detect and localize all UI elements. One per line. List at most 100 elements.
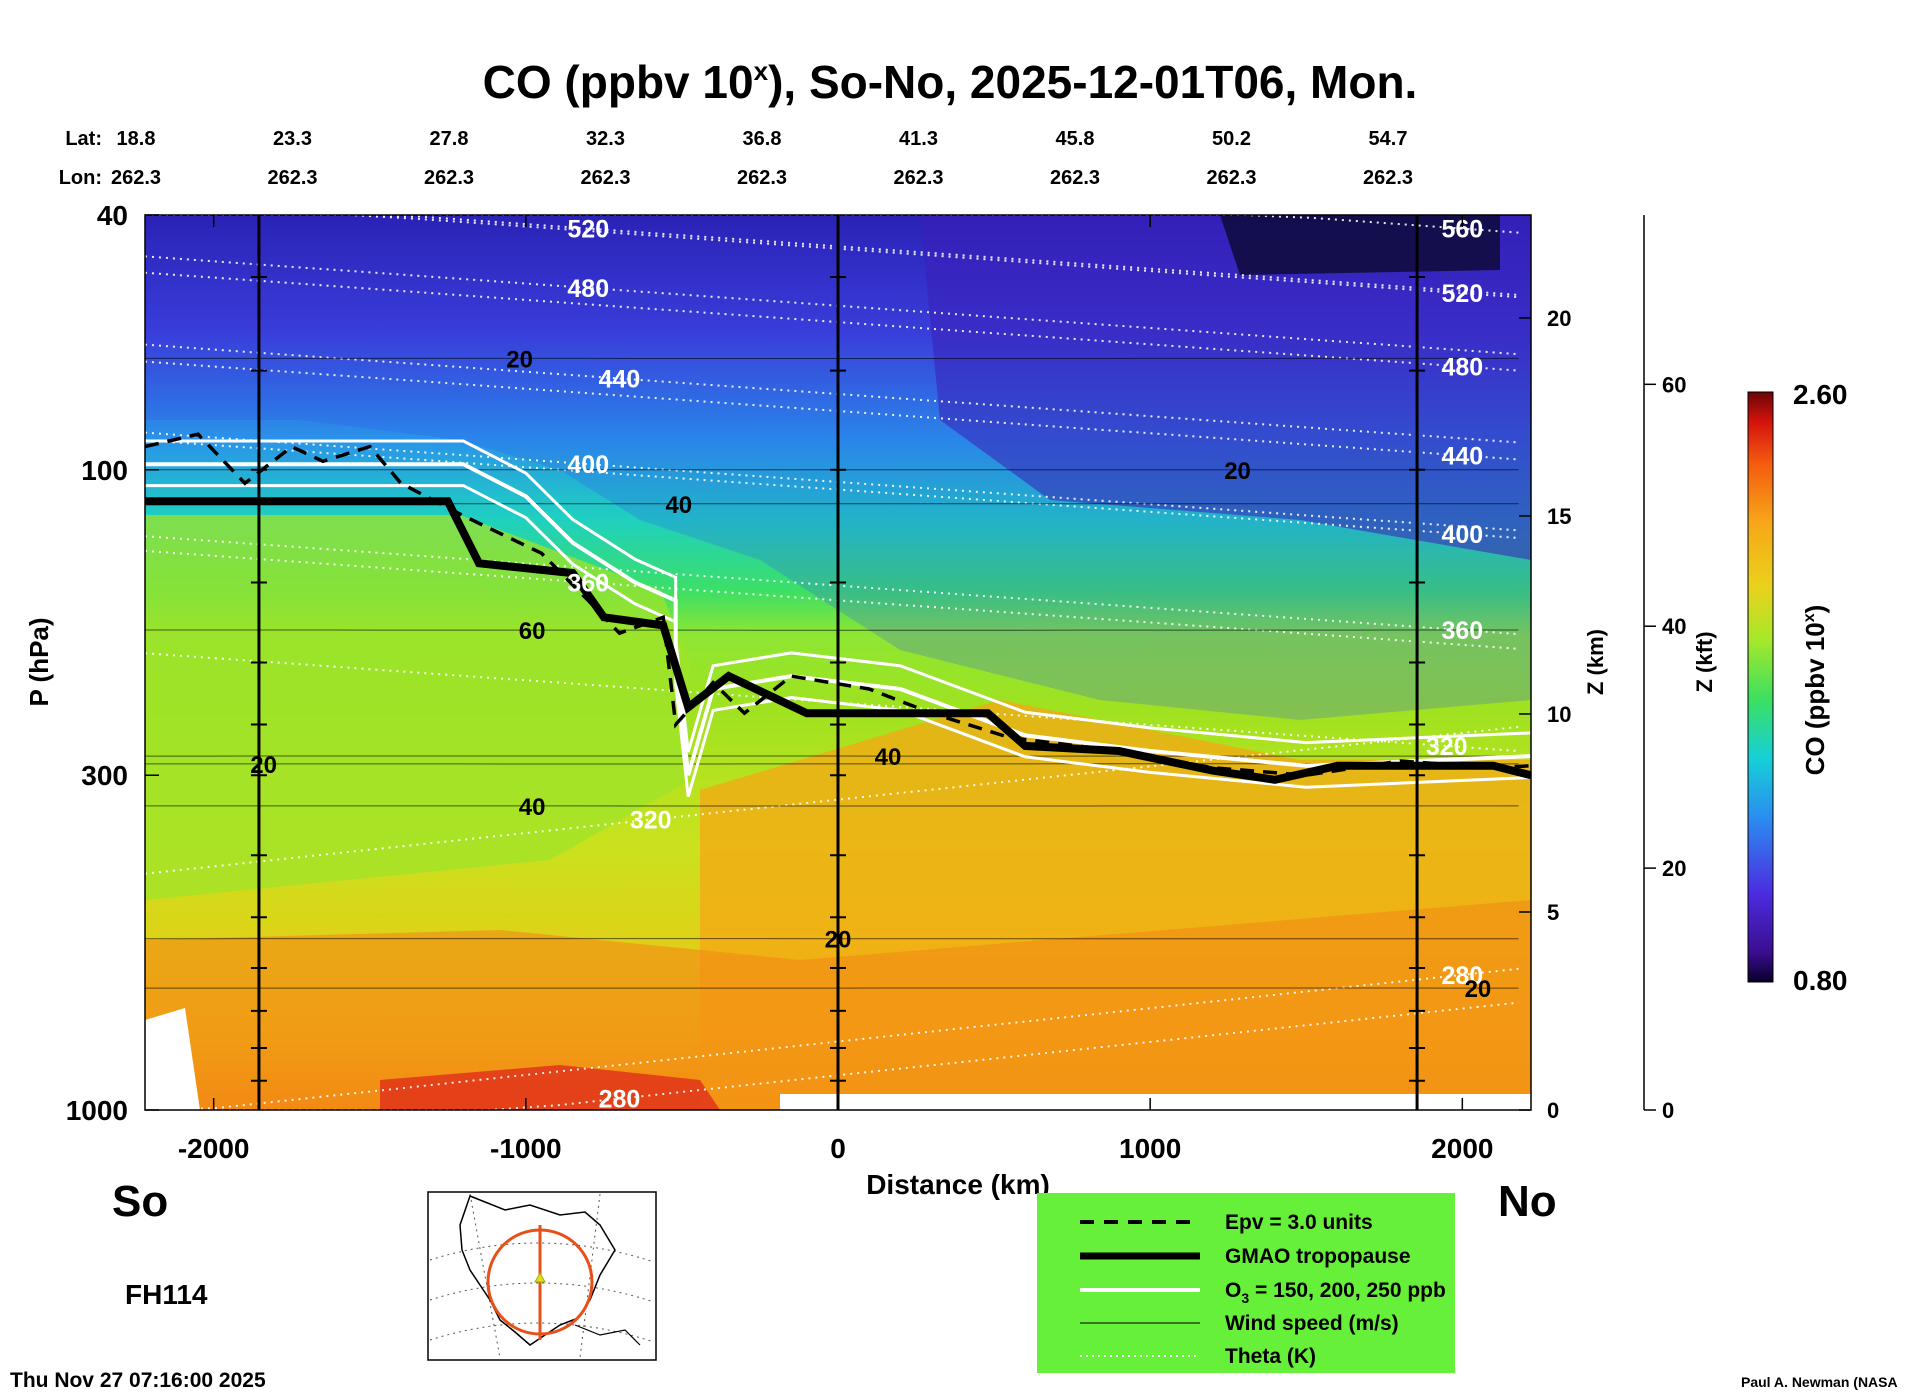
inset-map-caribbean	[574, 1324, 641, 1346]
o3-contour	[145, 484, 1531, 798]
theta-label: 360	[1441, 617, 1483, 645]
lat-value: 50.2	[1212, 128, 1251, 150]
credit: Paul A. Newman (NASA	[1741, 1374, 1898, 1390]
y-tick-label: 300	[81, 760, 128, 791]
red-surface-patch	[380, 1065, 720, 1110]
min-co-patch	[1220, 215, 1500, 275]
terrain-mask	[145, 1008, 200, 1110]
lon-value: 262.3	[267, 167, 317, 189]
x-tick-label: -1000	[490, 1133, 562, 1164]
inset-map-coast	[459, 1195, 616, 1346]
theta-label: 440	[599, 365, 641, 393]
theta-label: 280	[1441, 962, 1483, 990]
x-tick-label: 0	[830, 1133, 846, 1164]
inset-map-center-star	[534, 1271, 546, 1283]
terrain-mask-north	[780, 1094, 1531, 1110]
theta-isentrope	[145, 1001, 1519, 1110]
x-tick-label: 1000	[1119, 1133, 1181, 1164]
o3-contour	[145, 439, 1531, 753]
timestamp: Thu Nov 27 07:16:00 2025	[10, 1369, 266, 1392]
forecast-hour-label: FH114	[125, 1279, 208, 1310]
legend-wind-label: Wind speed (m/s)	[1225, 1312, 1399, 1335]
lon-value: 262.3	[737, 167, 787, 189]
wind-label: 20	[506, 346, 533, 373]
green-tongue	[145, 515, 690, 900]
legend-theta-label: Theta (K)	[1225, 1345, 1316, 1368]
theta-label: 320	[630, 807, 672, 835]
lon-value: 262.3	[893, 167, 943, 189]
theta-label: 480	[1441, 354, 1483, 382]
lat-value: 41.3	[899, 128, 938, 150]
epv-contour	[145, 432, 1531, 777]
wind-label: 60	[519, 618, 546, 645]
theta-label: 480	[567, 275, 609, 303]
z-kft-tick-label: 40	[1662, 614, 1686, 639]
south-label: So	[112, 1177, 168, 1226]
contours	[145, 215, 1531, 1110]
lon-value: 262.3	[1206, 167, 1256, 189]
y-tick-label: 40	[97, 200, 128, 231]
theta-label: 360	[567, 570, 609, 598]
wind-label: 40	[875, 744, 902, 771]
wind-label: 20	[1224, 458, 1251, 485]
colorbar-max-label: 2.60	[1793, 379, 1848, 410]
lat-value: 27.8	[430, 128, 469, 150]
lon-value: 262.3	[1050, 167, 1100, 189]
legend-tropopause-label: GMAO tropopause	[1225, 1245, 1411, 1268]
low-co-region	[900, 215, 1531, 560]
lon-value: 262.3	[1363, 167, 1413, 189]
z-km-tick-label: 20	[1547, 306, 1571, 331]
contour-labels: 5204804404003603202805605204804404003603…	[250, 216, 1491, 1114]
colorbar-title: CO (ppbv 10x)	[1800, 605, 1830, 776]
theta-label: 520	[567, 216, 609, 244]
z-km-tick-label: 15	[1547, 504, 1571, 529]
lon-value: 262.3	[111, 167, 161, 189]
z-km-tick-label: 10	[1547, 702, 1571, 727]
z-kft-tick-label: 20	[1662, 856, 1686, 881]
axes: -2000 -1000 0 1000 2000100030010040051015200…	[66, 200, 1687, 1164]
colorbar	[1747, 391, 1774, 983]
theta-label: 400	[1441, 521, 1483, 549]
z-km-tick-label: 0	[1547, 1098, 1559, 1123]
y-tick-label: 1000	[66, 1095, 128, 1126]
legend: Epv = 3.0 units GMAO tropopause O3 = 150…	[1037, 1193, 1455, 1373]
x-tick-label: 2000	[1431, 1133, 1493, 1164]
theta-label: 520	[1441, 280, 1483, 308]
z-kft-tick-label: 60	[1662, 372, 1686, 397]
wind-label: 20	[825, 927, 852, 954]
lat-lon-header: Lat: Lon: 18.8 262.3 23.3 262.3 27.8 262.3 32.…	[59, 128, 1413, 189]
wind-label: 20	[1465, 976, 1492, 1003]
theta-label: 320	[1426, 733, 1468, 761]
theta-isentrope	[145, 215, 1519, 296]
y-axis-title: P (hPa)	[24, 617, 54, 706]
inset-map	[427, 1191, 657, 1361]
theta-isentrope	[145, 215, 1519, 299]
z-kft-tick-label: 0	[1662, 1098, 1674, 1123]
x-tick-label: -2000	[178, 1133, 250, 1164]
lat-value: 18.8	[117, 128, 156, 150]
z-km-axis-title: Z (km)	[1583, 629, 1608, 695]
z-km-tick-label: 5	[1547, 900, 1559, 925]
legend-o3-label: O3 = 150, 200, 250 ppb	[1225, 1279, 1446, 1306]
inset-map-graticule	[429, 1193, 655, 1359]
y-tick-label: 100	[81, 455, 128, 486]
section-markers	[250, 215, 1426, 1110]
theta-label: 280	[599, 1086, 641, 1114]
wind-label: 40	[519, 794, 546, 821]
wind-label: 40	[665, 492, 692, 519]
colorbar-min-label: 0.80	[1793, 965, 1848, 996]
z-kft-axis-title: Z (kft)	[1692, 631, 1717, 692]
o3-contour	[145, 462, 1531, 776]
lat-value: 36.8	[743, 128, 782, 150]
lon-label: Lon:	[59, 167, 102, 189]
chart-title: CO (ppbv 10x), So-No, 2025-12-01T06, Mon…	[483, 56, 1418, 108]
lat-value: 32.3	[586, 128, 625, 150]
lon-value: 262.3	[424, 167, 474, 189]
lat-value: 54.7	[1369, 128, 1408, 150]
wind-label: 20	[250, 752, 277, 779]
theta-label: 400	[567, 451, 609, 479]
lat-label: Lat:	[65, 128, 102, 150]
north-label: No	[1498, 1177, 1557, 1226]
theta-label: 440	[1441, 443, 1483, 471]
legend-epv-label: Epv = 3.0 units	[1225, 1211, 1373, 1234]
